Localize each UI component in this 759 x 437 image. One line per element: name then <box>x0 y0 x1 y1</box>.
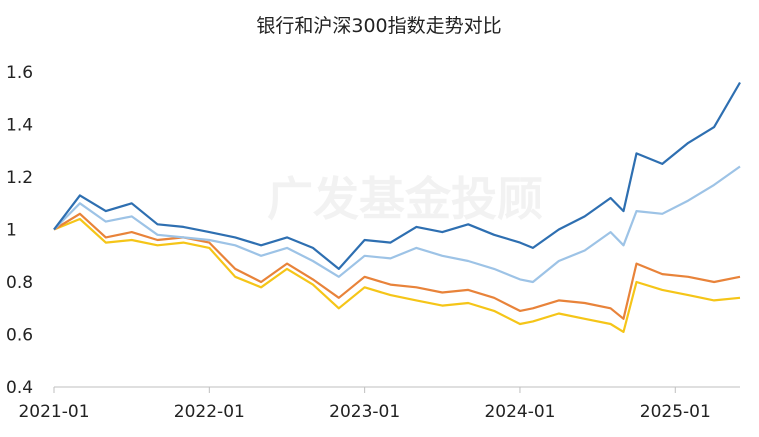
x-axis-ticks: 2021-01 2022-01 2023-01 2024-01 2025-01 <box>18 387 711 422</box>
series-line-0 <box>53 81 741 270</box>
series-line-2 <box>53 212 741 320</box>
y-tick-label: 0.4 <box>6 378 33 398</box>
series-line-3 <box>53 217 741 333</box>
series-line-1 <box>53 165 741 284</box>
x-tick-label: 2021-01 <box>18 402 89 422</box>
x-tick-label: 2024-01 <box>484 402 555 422</box>
y-tick-label: 0.8 <box>6 273 33 293</box>
y-tick-label: 1 <box>6 221 17 241</box>
x-tick-label: 2022-01 <box>174 402 245 422</box>
y-axis-ticks: 0.4 0.6 0.8 1 1.2 1.4 1.6 <box>6 63 33 398</box>
y-tick-label: 1.6 <box>6 63 33 83</box>
series-layer <box>53 81 741 333</box>
y-tick-label: 1.4 <box>6 116 33 136</box>
x-tick-label: 2025-01 <box>640 402 711 422</box>
x-tick-label: 2023-01 <box>329 402 400 422</box>
chart-title: 银行和沪深300指数走势对比 <box>256 15 501 37</box>
y-tick-label: 1.2 <box>6 168 33 188</box>
watermark-text: 广发基金投顾 <box>267 172 543 226</box>
y-tick-label: 0.6 <box>6 326 33 346</box>
